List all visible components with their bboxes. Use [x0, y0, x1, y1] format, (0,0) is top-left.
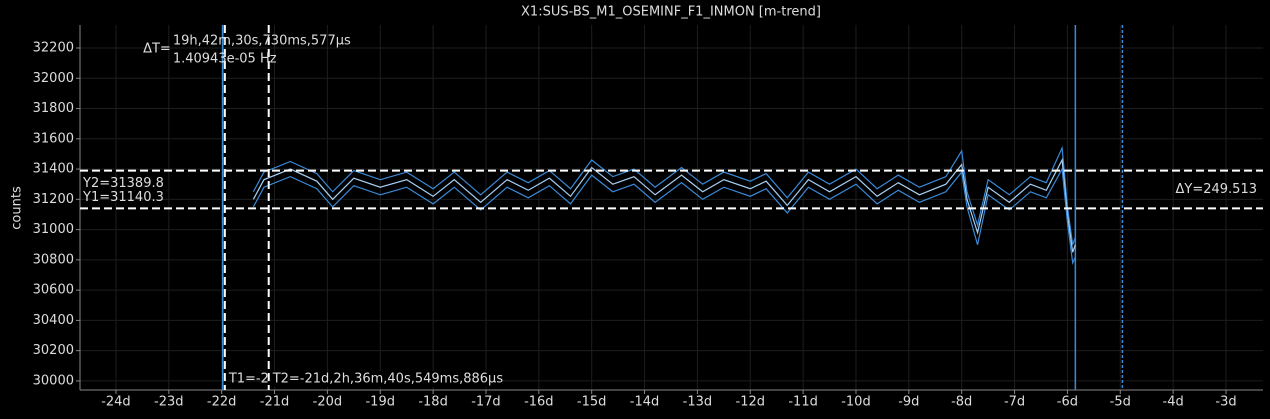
delta-label: 19h,42m,30s,730ms,577µs — [173, 34, 351, 49]
series-line — [252, 167, 1076, 266]
x-tick-label: -20d — [313, 395, 343, 410]
cursor-label: Y2=31389.8 — [82, 176, 164, 191]
series-line — [252, 157, 1076, 253]
x-tick-label: -18d — [418, 395, 448, 410]
delta-label: ΔY=249.513 — [1176, 182, 1258, 197]
x-tick-label: -22d — [207, 395, 237, 410]
y-tick-label: 31400 — [33, 162, 74, 177]
y-tick-label: 31800 — [33, 101, 74, 116]
y-tick-label: 30000 — [33, 373, 74, 388]
x-tick-label: -19d — [365, 395, 395, 410]
x-tick-label: -7d — [1004, 395, 1025, 410]
y-tick-label: 32000 — [33, 71, 74, 86]
y-tick-label: 30600 — [33, 283, 74, 298]
delta-label: 1.40943e-05 Hz — [173, 52, 277, 67]
y-tick-label: 30800 — [33, 252, 74, 267]
chart-title: X1:SUS-BS_M1_OSEMINF_F1_INMON [m-trend] — [521, 5, 821, 20]
series-line — [252, 145, 1076, 245]
x-tick-label: -14d — [630, 395, 660, 410]
x-tick-label: -5d — [1110, 395, 1131, 410]
y-tick-label: 31200 — [33, 192, 74, 207]
x-tick-label: -13d — [683, 395, 713, 410]
x-tick-label: -24d — [101, 395, 131, 410]
y-tick-label: 31600 — [33, 131, 74, 146]
x-tick-label: -16d — [524, 395, 554, 410]
x-tick-label: -12d — [736, 395, 766, 410]
cursor-label: Y1=31140.3 — [82, 190, 164, 205]
delta-label: ΔT= — [143, 42, 171, 57]
cursor-label: T2=-21d,2h,36m,40s,549ms,886µs — [272, 372, 504, 387]
x-tick-label: -8d — [951, 395, 972, 410]
x-tick-label: -10d — [841, 395, 871, 410]
y-tick-label: 30400 — [33, 313, 74, 328]
x-tick-label: -6d — [1057, 395, 1078, 410]
x-tick-label: -23d — [154, 395, 184, 410]
label-background — [270, 371, 503, 387]
y-tick-label: 31000 — [33, 222, 74, 237]
x-tick-label: -15d — [577, 395, 607, 410]
x-tick-label: -11d — [788, 395, 818, 410]
x-tick-label: -9d — [898, 395, 919, 410]
cursor-label: T1=-2 — [228, 372, 269, 387]
x-tick-label: -21d — [260, 395, 290, 410]
x-tick-label: -17d — [471, 395, 501, 410]
x-tick-label: -3d — [1215, 395, 1236, 410]
x-tick-label: -4d — [1163, 395, 1184, 410]
y-axis-label: counts — [10, 186, 25, 230]
y-tick-label: 32200 — [33, 41, 74, 56]
y-tick-label: 30200 — [33, 343, 74, 358]
